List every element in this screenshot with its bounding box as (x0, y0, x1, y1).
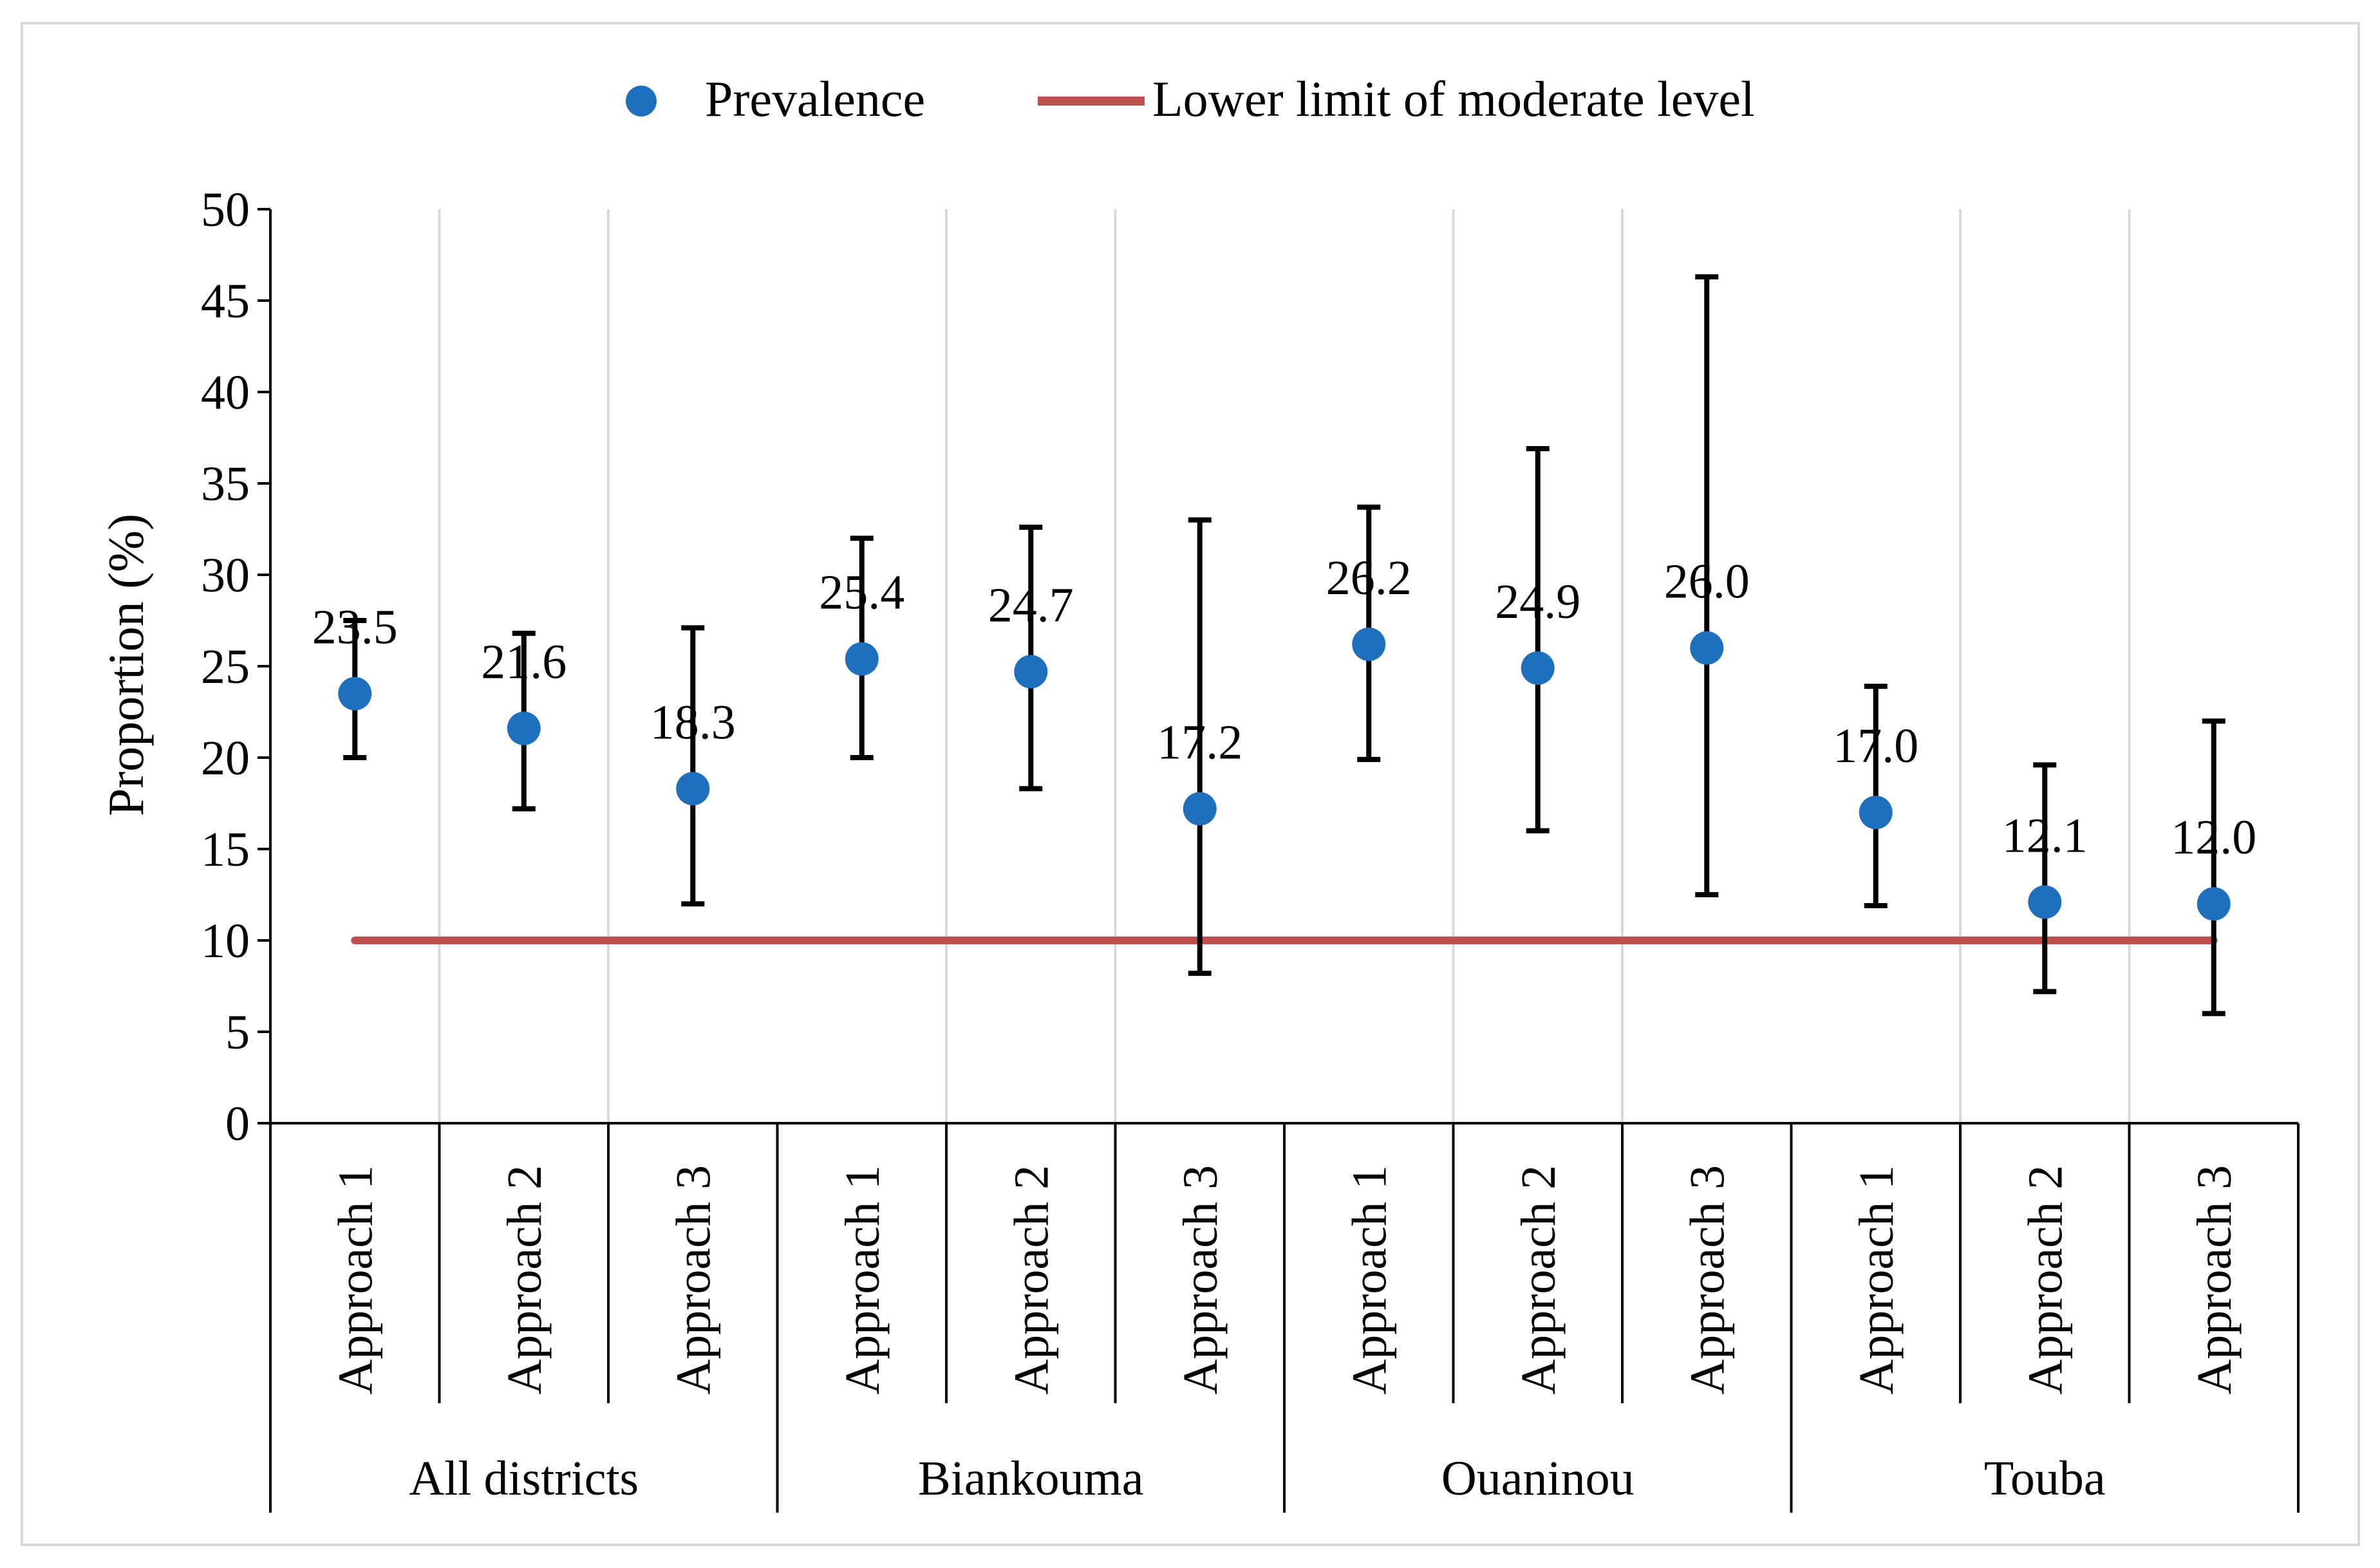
prevalence-point (1014, 655, 1048, 689)
x-category-label: Approach 3 (1680, 1165, 1734, 1395)
data-label: 26.0 (1664, 555, 1750, 609)
legend-prevalence-label: Prevalence (705, 71, 925, 127)
prevalence-point (507, 711, 541, 745)
y-tick-label: 20 (201, 731, 250, 785)
y-axis: 0 5 10 15 20 25 30 35 40 45 50 (201, 183, 272, 1151)
data-label: 24.7 (988, 579, 1074, 633)
data-label: 21.6 (481, 635, 567, 689)
prevalence-point (1352, 627, 1386, 661)
y-tick-label: 15 (201, 823, 250, 877)
prevalence-point (338, 677, 372, 711)
prevalence-point (2028, 885, 2062, 919)
prevalence-point (2197, 887, 2231, 921)
x-category-label: Approach 3 (2188, 1165, 2242, 1395)
data-label: 17.0 (1833, 719, 1918, 773)
prevalence-point (1183, 792, 1217, 826)
x-group-label: Ouaninou (1441, 1451, 1635, 1506)
x-group-label: Touba (1984, 1451, 2106, 1506)
data-label: 12.1 (2002, 808, 2088, 863)
legend-lower-limit-label: Lower limit of moderate level (1152, 71, 1755, 127)
y-tick-label: 0 (225, 1097, 250, 1151)
data-label: 26.2 (1326, 551, 1412, 605)
data-label: 23.5 (312, 601, 398, 655)
x-axis: Approach 1 Approach 2 Approach 3 Approach 1… (269, 1122, 2300, 1513)
prevalence-point (676, 772, 710, 806)
legend-prevalence-marker (626, 86, 657, 117)
prevalence-point (1521, 651, 1555, 685)
y-tick-label: 5 (225, 1005, 250, 1059)
y-tick-label: 45 (201, 274, 250, 328)
y-tick-label: 30 (201, 548, 250, 602)
x-category-label: Approach 2 (498, 1165, 552, 1395)
x-category-label: Approach 2 (2018, 1165, 2072, 1395)
x-category-label: Approach 1 (1342, 1165, 1396, 1395)
data-labels: 23.5 21.6 18.3 25.4 24.7 17.2 26.2 24.9 26.0 17.0… (312, 551, 2257, 864)
x-category-label: Approach 2 (1512, 1165, 1566, 1395)
y-tick-label: 10 (201, 914, 250, 968)
data-label: 12.0 (2171, 810, 2256, 864)
x-category-label: Approach 3 (666, 1165, 720, 1395)
y-axis-label: Proportion (%) (98, 514, 154, 816)
prevalence-point (845, 642, 879, 676)
y-tick-label: 25 (201, 640, 250, 694)
x-category-label: Approach 1 (328, 1165, 382, 1395)
x-group-label: Biankouma (918, 1451, 1143, 1506)
x-group-label: All districts (409, 1451, 639, 1506)
data-label: 17.2 (1157, 716, 1242, 770)
y-tick-label: 50 (201, 183, 250, 237)
chart-frame (21, 22, 2360, 1546)
prevalence-point (1690, 631, 1724, 665)
data-label: 24.9 (1495, 575, 1580, 629)
prevalence-point (1859, 796, 1893, 830)
prevalence-points (338, 627, 2231, 921)
x-category-label: Approach 3 (1174, 1165, 1228, 1395)
x-category-label: Approach 2 (1004, 1165, 1058, 1395)
y-tick-label: 40 (201, 366, 250, 420)
data-label: 25.4 (819, 566, 904, 620)
legend: Prevalence Lower limit of moderate level (626, 71, 1755, 127)
x-category-label: Approach 1 (1850, 1165, 1904, 1395)
y-tick-label: 35 (201, 457, 250, 511)
grid (438, 209, 2131, 1123)
x-category-label: Approach 1 (836, 1165, 890, 1395)
data-label: 18.3 (650, 695, 736, 749)
